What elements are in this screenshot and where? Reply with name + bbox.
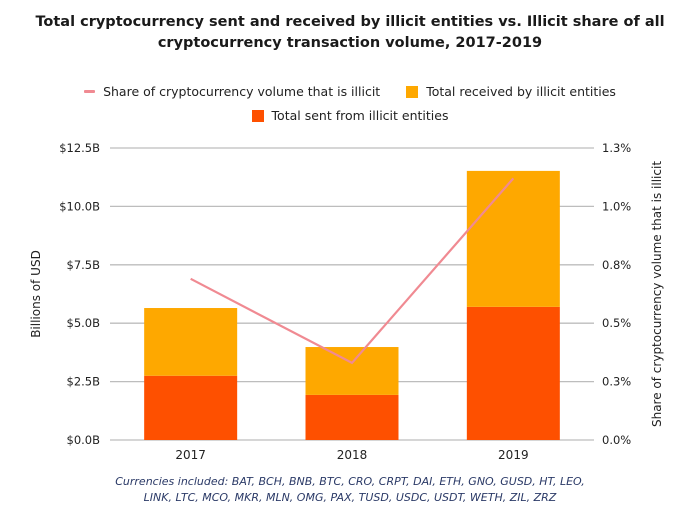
bar-sent xyxy=(305,394,399,440)
x-axis-ticks: 2017 2018 2019 xyxy=(175,448,528,462)
footnote-line-1: Currencies included: BAT, BCH, BNB, BTC,… xyxy=(115,475,585,488)
y-tick-label: $12.5B xyxy=(59,141,100,155)
y-tick-label: $2.5B xyxy=(67,375,101,389)
legend-line-marker xyxy=(84,90,96,93)
legend-label-received: Total received by illicit entities xyxy=(426,84,616,99)
y-tick-label: $0.0B xyxy=(67,433,101,447)
bar-received xyxy=(144,308,238,376)
left-axis-ticks: $0.0B $2.5B $5.0B $7.5B $10.0B $12.5B xyxy=(59,141,100,447)
legend-item-sent[interactable]: Total sent from illicit entities xyxy=(251,108,449,123)
y-tick-label: $10.0B xyxy=(59,199,100,213)
legend-label-sent: Total sent from illicit entities xyxy=(271,108,449,123)
y2-tick-label: 0.8% xyxy=(602,258,631,272)
x-tick-label: 2017 xyxy=(175,448,206,462)
bar-sent xyxy=(466,306,560,440)
x-tick-label: 2018 xyxy=(337,448,368,462)
legend-row-2: Total sent from illicit entities xyxy=(0,108,700,123)
y-axis-label: Billions of USD xyxy=(29,250,43,338)
legend-item-illicit-share[interactable]: Share of cryptocurrency volume that is i… xyxy=(84,84,380,99)
chart-plot: $0.0B $2.5B $5.0B $7.5B $10.0B $12.5B 0.0% 0.3… xyxy=(29,141,664,462)
bars xyxy=(144,170,560,440)
y-tick-label: $7.5B xyxy=(67,258,101,272)
x-tick-label: 2019 xyxy=(498,448,529,462)
legend-row-1: Share of cryptocurrency volume that is i… xyxy=(0,84,700,99)
bar-sent xyxy=(144,375,238,440)
y2-tick-label: 0.5% xyxy=(602,316,631,330)
y2-axis-label: Share of cryptocurrency volume that is i… xyxy=(650,161,664,427)
bar-received xyxy=(305,347,399,395)
y-tick-label: $5.0B xyxy=(67,316,101,330)
chart-title-line-1: Total cryptocurrency sent and received b… xyxy=(35,14,665,30)
legend-box-marker xyxy=(406,85,419,98)
legend-box-marker xyxy=(251,109,264,122)
y2-tick-label: 0.0% xyxy=(602,433,631,447)
legend-item-received[interactable]: Total received by illicit entities xyxy=(406,84,616,99)
y2-tick-label: 1.0% xyxy=(602,199,631,213)
bar-received xyxy=(466,170,560,307)
share-line-group xyxy=(190,177,515,365)
y2-tick-label: 0.3% xyxy=(602,375,631,389)
footnote: Currencies included: BAT, BCH, BNB, BTC,… xyxy=(0,474,700,506)
right-axis-ticks: 0.0% 0.3% 0.5% 0.8% 1.0% 1.3% xyxy=(602,141,631,447)
legend-label-illicit-share: Share of cryptocurrency volume that is i… xyxy=(103,84,381,99)
chart-title-line-2: cryptocurrency transaction volume, 2017-… xyxy=(157,35,543,51)
footnote-line-2: LINK, LTC, MCO, MKR, MLN, OMG, PAX, TUSD… xyxy=(143,491,557,504)
chart-title: Total cryptocurrency sent and received b… xyxy=(0,12,700,54)
y2-tick-label: 1.3% xyxy=(602,141,631,155)
